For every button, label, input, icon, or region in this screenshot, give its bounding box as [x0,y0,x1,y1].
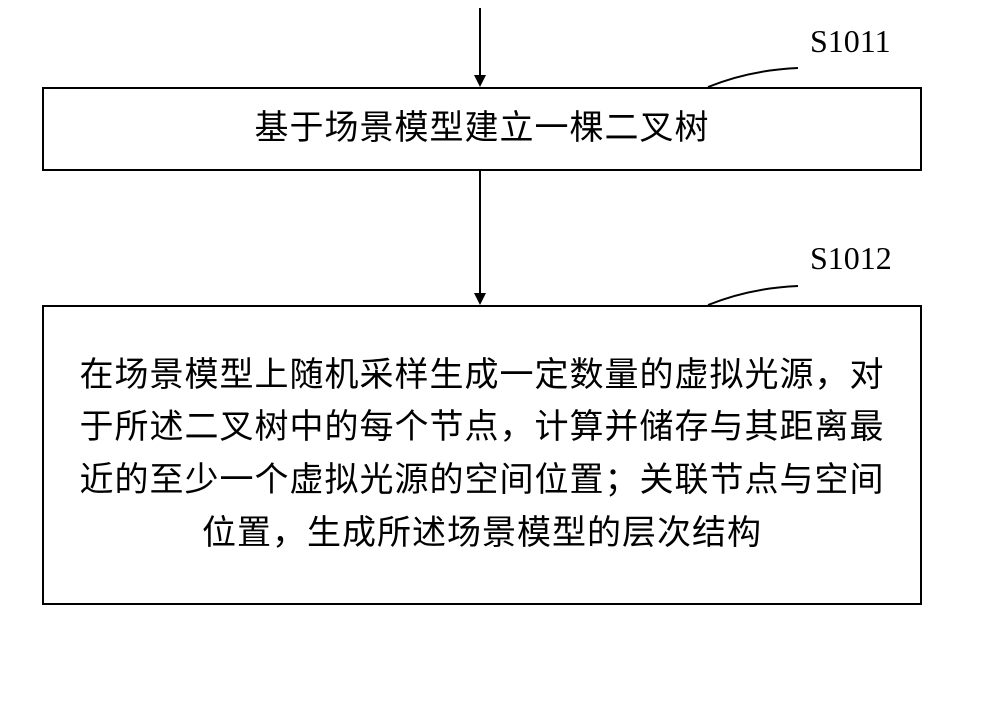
step-text-s1011: 基于场景模型建立一棵二叉树 [255,103,710,156]
callout-curve-s1011 [708,68,798,87]
step-label-s1012: S1012 [810,240,892,277]
callout-curve-s1012 [708,286,798,305]
step-text-s1012: 在场景模型上随机采样生成一定数量的虚拟光源，对于所述二叉树中的每个节点，计算并储… [64,350,900,561]
flowchart-canvas: 基于场景模型建立一棵二叉树 在场景模型上随机采样生成一定数量的虚拟光源，对于所述… [0,0,1000,705]
step-label-s1011: S1011 [810,23,891,60]
step-box-s1011: 基于场景模型建立一棵二叉树 [42,87,922,171]
step-box-s1012: 在场景模型上随机采样生成一定数量的虚拟光源，对于所述二叉树中的每个节点，计算并储… [42,305,922,605]
